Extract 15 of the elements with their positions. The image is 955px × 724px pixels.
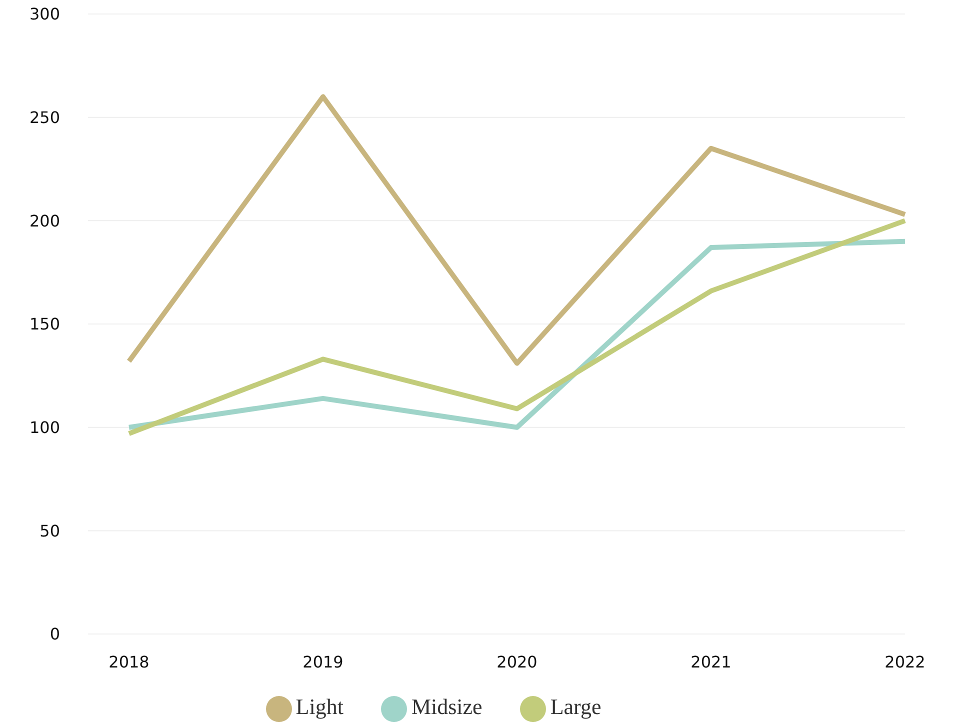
legend-label: Light bbox=[296, 694, 344, 720]
y-tick-label: 300 bbox=[29, 4, 60, 24]
y-tick-label: 250 bbox=[29, 108, 60, 128]
y-tick-label: 100 bbox=[29, 418, 60, 438]
y-tick-label: 0 bbox=[50, 624, 60, 644]
y-tick-label: 150 bbox=[29, 314, 60, 334]
legend-label: Midsize bbox=[411, 694, 482, 720]
x-tick-label: 2021 bbox=[690, 652, 732, 672]
y-tick-label: 50 bbox=[40, 521, 60, 540]
x-tick-label: 2020 bbox=[496, 652, 538, 672]
x-tick-label: 2022 bbox=[884, 652, 926, 672]
y-tick-label: 200 bbox=[29, 211, 60, 230]
x-tick-label: 2019 bbox=[302, 652, 344, 672]
legend-label: Large bbox=[550, 694, 602, 720]
x-tick-label: 2018 bbox=[108, 652, 150, 672]
